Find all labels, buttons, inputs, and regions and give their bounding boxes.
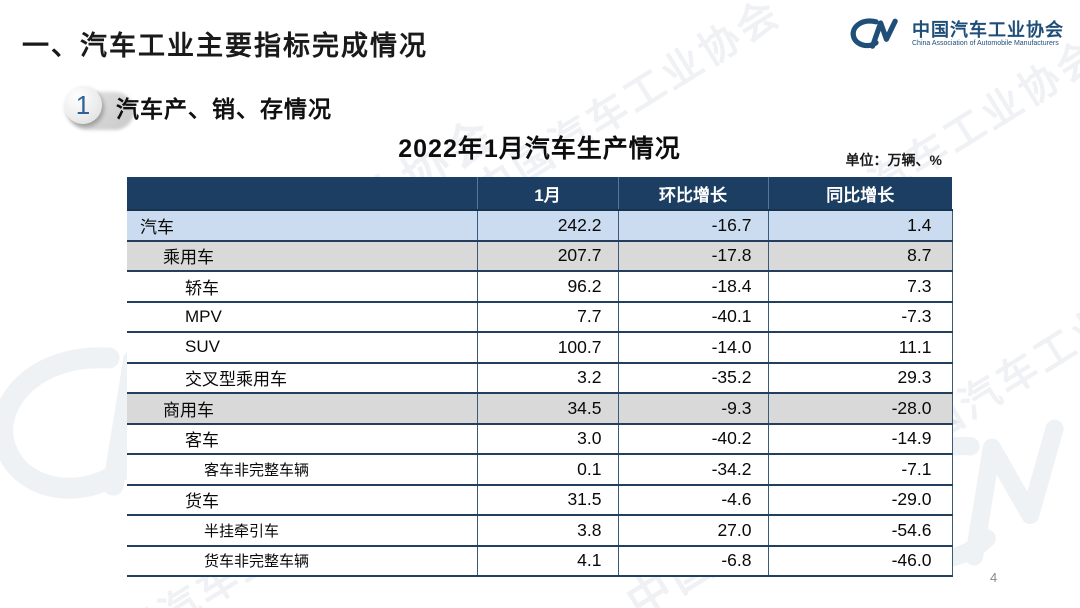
row-value: 31.5 [476, 484, 618, 516]
column-header: 同比增长 [767, 177, 952, 211]
table-row: 交叉型乘用车 3.2 -35.2 29.3 [127, 362, 953, 394]
row-label: 轿车 [127, 271, 477, 303]
row-value: -14.0 [617, 332, 768, 364]
row-label: 货车非完整车辆 [127, 545, 477, 577]
row-label: MPV [127, 301, 477, 333]
row-value: -46.0 [767, 545, 953, 577]
row-value: 29.3 [767, 362, 953, 394]
page-title: 一、汽车工业主要指标完成情况 [22, 31, 428, 61]
section-number-badge: 1 [64, 86, 102, 124]
page-number: 4 [990, 570, 998, 585]
production-table: 1月 环比增长 同比增长 汽车 242.2 -16.7 1.4 乘用车 207.7 -17.8 8… [127, 177, 953, 577]
row-value: -40.1 [617, 301, 768, 333]
section-title: 汽车产、销、存情况 [116, 96, 332, 122]
production-table-grid: 1月 环比增长 同比增长 汽车 242.2 -16.7 1.4 乘用车 207.7 -17.8 8… [127, 177, 953, 577]
row-value: 100.7 [476, 332, 618, 364]
table-row: SUV 100.7 -14.0 11.1 [127, 332, 953, 364]
row-value: 7.7 [476, 301, 618, 333]
table-row: 商用车 34.5 -9.3 -28.0 [127, 393, 953, 425]
row-value: -7.1 [767, 454, 953, 486]
logo-name-en: China Association of Automobile Manufact… [912, 40, 1059, 48]
row-value: -9.3 [617, 393, 768, 425]
row-value: 27.0 [617, 515, 768, 547]
row-value: 3.0 [476, 423, 618, 455]
caam-logo-text: 中国汽车工业协会 China Association of Automobile… [912, 20, 1064, 49]
row-value: -29.0 [767, 484, 953, 516]
row-value: 96.2 [476, 271, 618, 303]
row-label: 客车非完整车辆 [127, 454, 477, 486]
row-label: 客车 [127, 423, 477, 455]
row-value: -7.3 [767, 301, 953, 333]
table-row: 轿车 96.2 -18.4 7.3 [127, 271, 953, 303]
row-label: 汽车 [127, 210, 477, 242]
row-value: 7.3 [767, 271, 953, 303]
table-header-row: 1月 环比增长 同比增长 [127, 177, 952, 211]
column-header [127, 177, 477, 211]
column-header: 环比增长 [617, 177, 768, 211]
table-title: 2022年1月汽车生产情况 [398, 135, 681, 163]
table-row: 乘用车 207.7 -17.8 8.7 [127, 240, 953, 272]
row-value: 4.1 [476, 545, 618, 577]
logo-name-cn: 中国汽车工业协会 [912, 19, 1064, 40]
row-value: -34.2 [617, 454, 768, 486]
row-value: -35.2 [617, 362, 768, 394]
row-value: -14.9 [767, 423, 953, 455]
table-row: 货车 31.5 -4.6 -29.0 [127, 484, 953, 516]
row-value: 242.2 [476, 210, 618, 242]
row-value: 8.7 [767, 240, 953, 272]
table-body: 汽车 242.2 -16.7 1.4 乘用车 207.7 -17.8 8.7 轿车 96.2 -18… [127, 210, 953, 577]
caam-logo-icon [850, 18, 898, 49]
row-value: 3.2 [476, 362, 618, 394]
caam-logo: 中国汽车工业协会 China Association of Automobile… [847, 12, 1064, 56]
column-header: 1月 [476, 177, 618, 211]
table-row: 半挂牵引车 3.8 27.0 -54.6 [127, 515, 953, 547]
row-value: 3.8 [476, 515, 618, 547]
row-value: -28.0 [767, 393, 953, 425]
row-value: -4.6 [617, 484, 768, 516]
row-value: 34.5 [476, 393, 618, 425]
row-label: SUV [127, 332, 477, 364]
table-row: 客车非完整车辆 0.1 -34.2 -7.1 [127, 454, 953, 486]
row-value: -6.8 [617, 545, 768, 577]
row-label: 交叉型乘用车 [127, 362, 477, 394]
row-value: 207.7 [476, 240, 618, 272]
table-row: 货车非完整车辆 4.1 -6.8 -46.0 [127, 545, 953, 577]
table-row: MPV 7.7 -40.1 -7.3 [127, 301, 953, 333]
row-value: 11.1 [767, 332, 953, 364]
row-label: 商用车 [127, 393, 477, 425]
unit-label: 单位：万辆、% [845, 152, 942, 168]
table-row: 汽车 242.2 -16.7 1.4 [127, 210, 953, 242]
row-label: 乘用车 [127, 240, 477, 272]
row-value: -17.8 [617, 240, 768, 272]
row-value: -54.6 [767, 515, 953, 547]
row-value: -18.4 [617, 271, 768, 303]
row-label: 货车 [127, 484, 477, 516]
row-label: 半挂牵引车 [127, 515, 477, 547]
row-value: 0.1 [476, 454, 618, 486]
row-value: -40.2 [617, 423, 768, 455]
row-value: -16.7 [617, 210, 768, 242]
row-value: 1.4 [767, 210, 953, 242]
table-row: 客车 3.0 -40.2 -14.9 [127, 423, 953, 455]
